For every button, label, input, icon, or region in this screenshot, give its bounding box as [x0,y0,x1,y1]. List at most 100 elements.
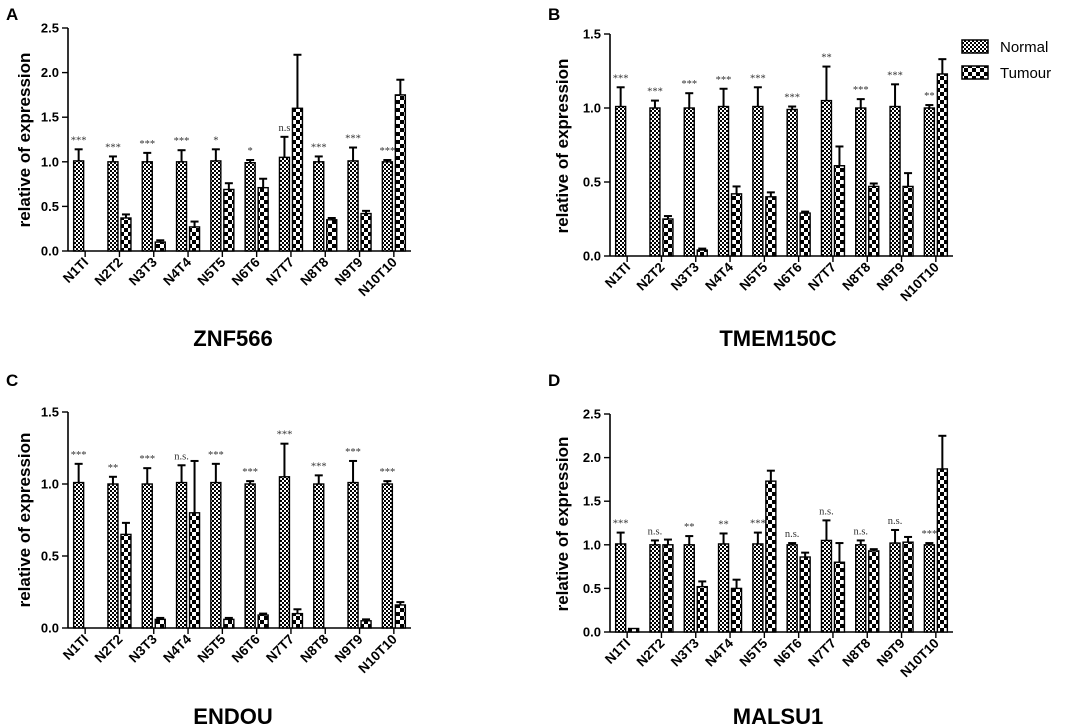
x-category-label: N7T7 [263,255,297,289]
bar-normal [210,481,222,629]
x-category-label: N6T6 [771,635,805,669]
x-category-label: N2T2 [92,255,126,289]
bar-normal [175,161,188,252]
bar-normal [313,483,325,629]
significance-label: *** [311,142,327,153]
y-axis-label: relative of expression [553,437,572,612]
bar-normal [820,539,833,633]
significance-label: *** [105,142,121,153]
bar-tumour [188,512,201,629]
bar-tumour [360,620,372,629]
bar-tumour [765,196,777,257]
bar-tumour [833,165,846,257]
bar-normal [923,544,936,633]
bar-tumour [188,226,201,252]
significance-label: *** [139,139,155,150]
significance-label: n.s. [888,516,903,527]
x-category-label: N4T4 [702,259,736,293]
x-category-label: N8T8 [297,631,331,665]
bar-normal [683,544,695,633]
x-category-label: N3T3 [126,631,160,665]
panel-letter: C [6,371,18,390]
significance-label: *** [139,454,155,465]
x-category-label: N2T2 [92,632,126,666]
chart-panel-d: D MALSU1 relative of expression 0.0 0.5 1.0 1.… [548,371,953,728]
bar-tumour [662,218,674,257]
significance-label: *** [681,79,697,90]
bar-normal [141,483,153,629]
y-tick-label: 1.0 [583,101,601,116]
y-tick-label: 2.0 [583,450,601,465]
x-category-label: N10T10 [355,632,400,677]
x-category-label: N10T10 [897,260,942,305]
bar-tumour [730,193,743,257]
bar-tumour [223,188,235,252]
x-category-label: N3T3 [668,635,702,669]
bar-tumour [394,94,407,252]
significance-label: n.s. [785,529,800,540]
significance-label: *** [921,529,937,540]
significance-label: ** [821,53,832,64]
significance-label: *** [750,73,766,84]
x-category-label: N7T7 [263,632,297,666]
bar-tumour [662,544,674,633]
significance-label: *** [750,519,766,530]
x-category-label: N5T5 [195,254,229,288]
bar-tumour [799,556,811,633]
x-category-label: N6T6 [771,259,805,293]
y-tick-label: 1.0 [41,154,59,169]
x-category-label: N1TI [602,260,633,291]
chart-panel-b: B TMEM150C relative of expression 0.0 0.5 1.0… [548,5,953,351]
significance-label: *** [647,87,663,98]
bar-tumour [394,604,407,629]
bar-tumour [765,480,777,633]
bar-normal [347,160,359,252]
significance-label: n.s. [819,506,834,517]
x-category-label: N7T7 [805,636,839,670]
bar-tumour [360,212,372,252]
bar-tumour [291,107,304,252]
chart-title: ZNF566 [193,326,272,351]
bar-tumour [868,550,880,633]
bar-tumour [154,618,166,629]
significance-label: *** [887,70,903,81]
legend-label-normal: Normal [1000,39,1048,56]
y-tick-label: 1.0 [41,477,59,492]
bar-tumour [799,212,811,257]
y-tick-label: 1.5 [41,110,59,125]
bar-tumour [868,185,880,257]
bar-normal [72,481,85,629]
x-category-label: N6T6 [229,254,263,288]
bar-tumour [120,217,132,252]
x-category-label: N3T3 [668,259,702,293]
chart-panel-a: A ZNF566 relative of expression 0.0 0.5 1.0 1.… [6,5,411,351]
panel-letter: D [548,371,560,390]
bar-normal [683,107,695,257]
x-category-label: N5T5 [737,635,771,669]
bar-normal [889,105,901,257]
bar-normal [614,105,627,257]
panel-letter: B [548,5,560,24]
y-tick-label: 0.5 [583,581,601,596]
significance-label: *** [71,135,87,146]
legend-item-tumour: Tumour [961,65,1051,82]
bar-normal [614,543,627,633]
x-category-label: N10T10 [897,636,942,681]
bar-normal [649,544,661,633]
significance-label: n.s. [648,526,663,537]
significance-label: *** [208,450,224,461]
significance-label: *** [311,461,327,472]
x-category-label: N7T7 [805,260,839,294]
significance-label: *** [345,134,361,145]
bar-normal [244,483,256,629]
y-tick-label: 2.0 [41,65,59,80]
x-category-label: N4T4 [160,254,194,288]
y-tick-label: 0.0 [41,244,59,259]
x-category-label: N10T10 [355,255,400,300]
bar-normal [244,161,256,252]
bar-tumour [696,585,708,633]
bar-tumour [326,219,338,252]
panel-letter: A [6,5,18,24]
significance-label: * [248,146,253,157]
